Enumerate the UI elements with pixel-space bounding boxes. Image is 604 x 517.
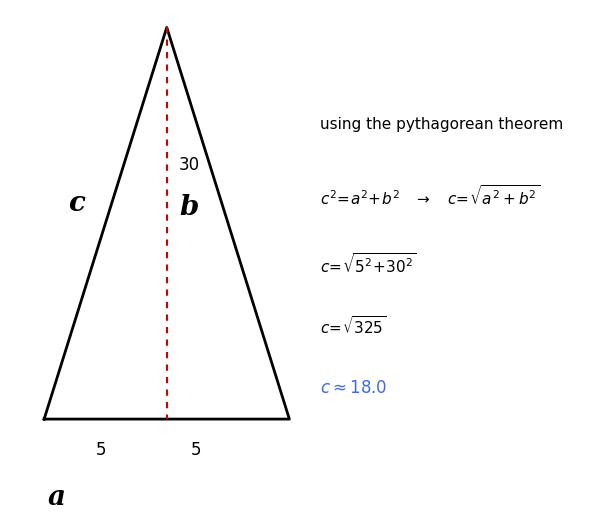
Text: 5: 5: [95, 442, 106, 460]
Text: 5: 5: [191, 442, 202, 460]
Text: $c^2\!=\!a^2\!+\!b^2$   $\rightarrow$   $c\!=\!\sqrt{a^2+b^2}$: $c^2\!=\!a^2\!+\!b^2$ $\rightarrow$ $c\!…: [320, 185, 540, 208]
Text: $c\!=\!\sqrt{325}$: $c\!=\!\sqrt{325}$: [320, 315, 387, 337]
Text: 30: 30: [179, 156, 200, 174]
Text: using the pythagorean theorem: using the pythagorean theorem: [320, 116, 563, 132]
Text: c: c: [68, 190, 85, 217]
Text: $c \approx 18.0$: $c \approx 18.0$: [320, 379, 387, 397]
Text: $c\!=\!\sqrt{5^2\!+\!30^2}$: $c\!=\!\sqrt{5^2\!+\!30^2}$: [320, 252, 416, 276]
Text: a: a: [47, 484, 65, 511]
Text: b: b: [179, 194, 198, 221]
